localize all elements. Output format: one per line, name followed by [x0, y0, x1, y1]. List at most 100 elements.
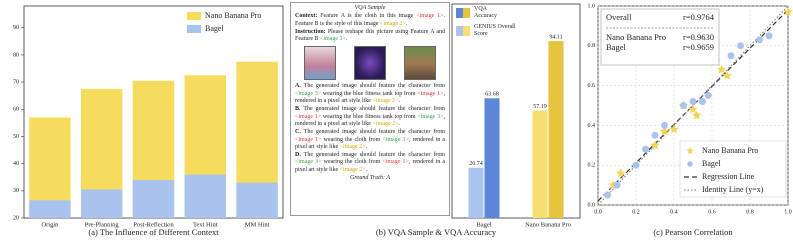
value-label: 63.68 — [485, 92, 499, 98]
legend-swatch — [456, 26, 463, 36]
legend-label: Regression Line — [702, 172, 755, 181]
y-tick-label: 20 — [13, 215, 19, 221]
image-tag: <image 2> — [372, 120, 399, 127]
bar — [532, 110, 548, 218]
option-text: The generated image should feature the c… — [295, 83, 445, 104]
text: The generated image should feature the c… — [303, 106, 445, 113]
bar — [132, 179, 175, 218]
image-tag: <image 1> — [416, 13, 444, 20]
x-tick-label: 0.2 — [632, 209, 640, 215]
y-tick-label: 90 — [13, 25, 19, 31]
image-tag: <image 2> — [379, 20, 406, 27]
stat-label: Overall — [606, 12, 632, 22]
x-tick-label: Bagel — [476, 221, 491, 228]
text: wearing the blue fitness tank top from — [321, 113, 418, 120]
point — [716, 64, 727, 74]
image-tag: <image 1> — [417, 90, 444, 97]
legend-swatch — [187, 25, 201, 33]
y-tick-label: 30 — [13, 188, 19, 194]
legend-swatch — [456, 8, 463, 18]
plot-frame — [597, 5, 789, 206]
y-tick-label: 0.6 — [588, 83, 596, 89]
y-tick-label: 0.8 — [588, 43, 596, 49]
point — [642, 145, 649, 153]
option-text: The generated image should feature the c… — [295, 152, 445, 173]
text: . — [345, 36, 348, 43]
point — [650, 140, 660, 150]
bar — [29, 200, 71, 218]
y-tick-label: 0.0 — [588, 202, 596, 208]
text: The generated image should feature the c… — [303, 83, 445, 90]
option-letter: A. — [295, 83, 301, 90]
caption: (a) The Influence of Different Context — [88, 227, 219, 237]
point — [765, 32, 773, 40]
x-tick-label: 0.8 — [746, 209, 754, 215]
text: . — [365, 143, 368, 150]
point — [722, 70, 732, 80]
legend-label: Nano Banana Pro — [702, 146, 758, 155]
caption: (b) VQA Sample & VQA Accuracy — [376, 227, 497, 237]
y-tick-label: 0.4 — [588, 123, 596, 129]
value-label: 26.74 — [469, 161, 483, 167]
image-1 — [304, 46, 336, 81]
x-tick-label: 1.0 — [784, 209, 792, 215]
legend-label: Bagel — [702, 159, 721, 168]
option-letter: B. — [295, 106, 301, 113]
point — [688, 104, 698, 114]
legend-swatch — [187, 12, 201, 20]
point — [659, 126, 670, 136]
image-tag: <image 3> — [382, 136, 409, 143]
image-tag: <image 3> — [417, 113, 444, 120]
image-tag: <image 3> — [295, 90, 322, 97]
point — [704, 92, 712, 100]
x-tick-label: 0.6 — [708, 209, 716, 215]
point — [699, 98, 706, 106]
legend-box — [679, 140, 787, 198]
options: A. The generated image should feature th… — [295, 83, 445, 174]
image-tag: <image 3> — [295, 159, 322, 166]
image-tag: <image 2> — [339, 166, 366, 173]
text: The generated image should feature the c… — [303, 129, 445, 136]
text: . — [365, 166, 368, 173]
sample-images — [295, 46, 445, 81]
plot-frame — [451, 3, 581, 219]
image-tag: <image 1> — [295, 113, 322, 120]
text: , rendered in a pixel art style like — [295, 136, 445, 150]
option-letter: D. — [295, 152, 301, 159]
x-tick-label: Origin — [41, 221, 59, 228]
option: A. The generated image should feature th… — [295, 83, 445, 105]
option: B. The generated image should feature th… — [295, 106, 445, 128]
text: Feature A is the cloth in this image — [320, 13, 417, 20]
stat-r: r=0.9659 — [683, 42, 714, 52]
text: The generated image should feature the c… — [303, 152, 445, 159]
point — [613, 181, 621, 189]
image-3 — [404, 46, 436, 81]
text: . Feature B is the style of this image — [295, 13, 445, 27]
y-tick-label: 40 — [13, 161, 19, 167]
option-text: The generated image should feature the c… — [295, 129, 445, 150]
x-tick-label: Nano Banana Pro — [525, 221, 571, 228]
text: , rendered in a pixel art style like — [295, 159, 445, 173]
image-2 — [354, 46, 386, 81]
ground-truth: Ground Truth: A — [349, 175, 390, 182]
point — [632, 161, 640, 169]
bar — [184, 174, 227, 218]
text: . — [398, 120, 400, 127]
bar — [80, 189, 123, 218]
caption: (c) Pearson Correlation — [653, 227, 733, 237]
image-tag: <image 3> — [320, 36, 346, 43]
text: . — [405, 20, 408, 27]
x-tick-label: 0.0 — [594, 209, 602, 215]
text: , rendered in a pixel art style like — [295, 113, 446, 127]
legend-label: Nano Banana Pro — [205, 11, 261, 20]
point — [737, 42, 744, 50]
context-label: Context: — [295, 13, 318, 20]
legend-marker — [686, 147, 694, 155]
point — [680, 102, 687, 109]
legend-label: Bagel — [205, 24, 224, 33]
legend-marker — [687, 161, 693, 167]
y-tick-label: 50 — [13, 134, 19, 140]
instruction: Instruction: Please reshape this picture… — [295, 29, 445, 44]
